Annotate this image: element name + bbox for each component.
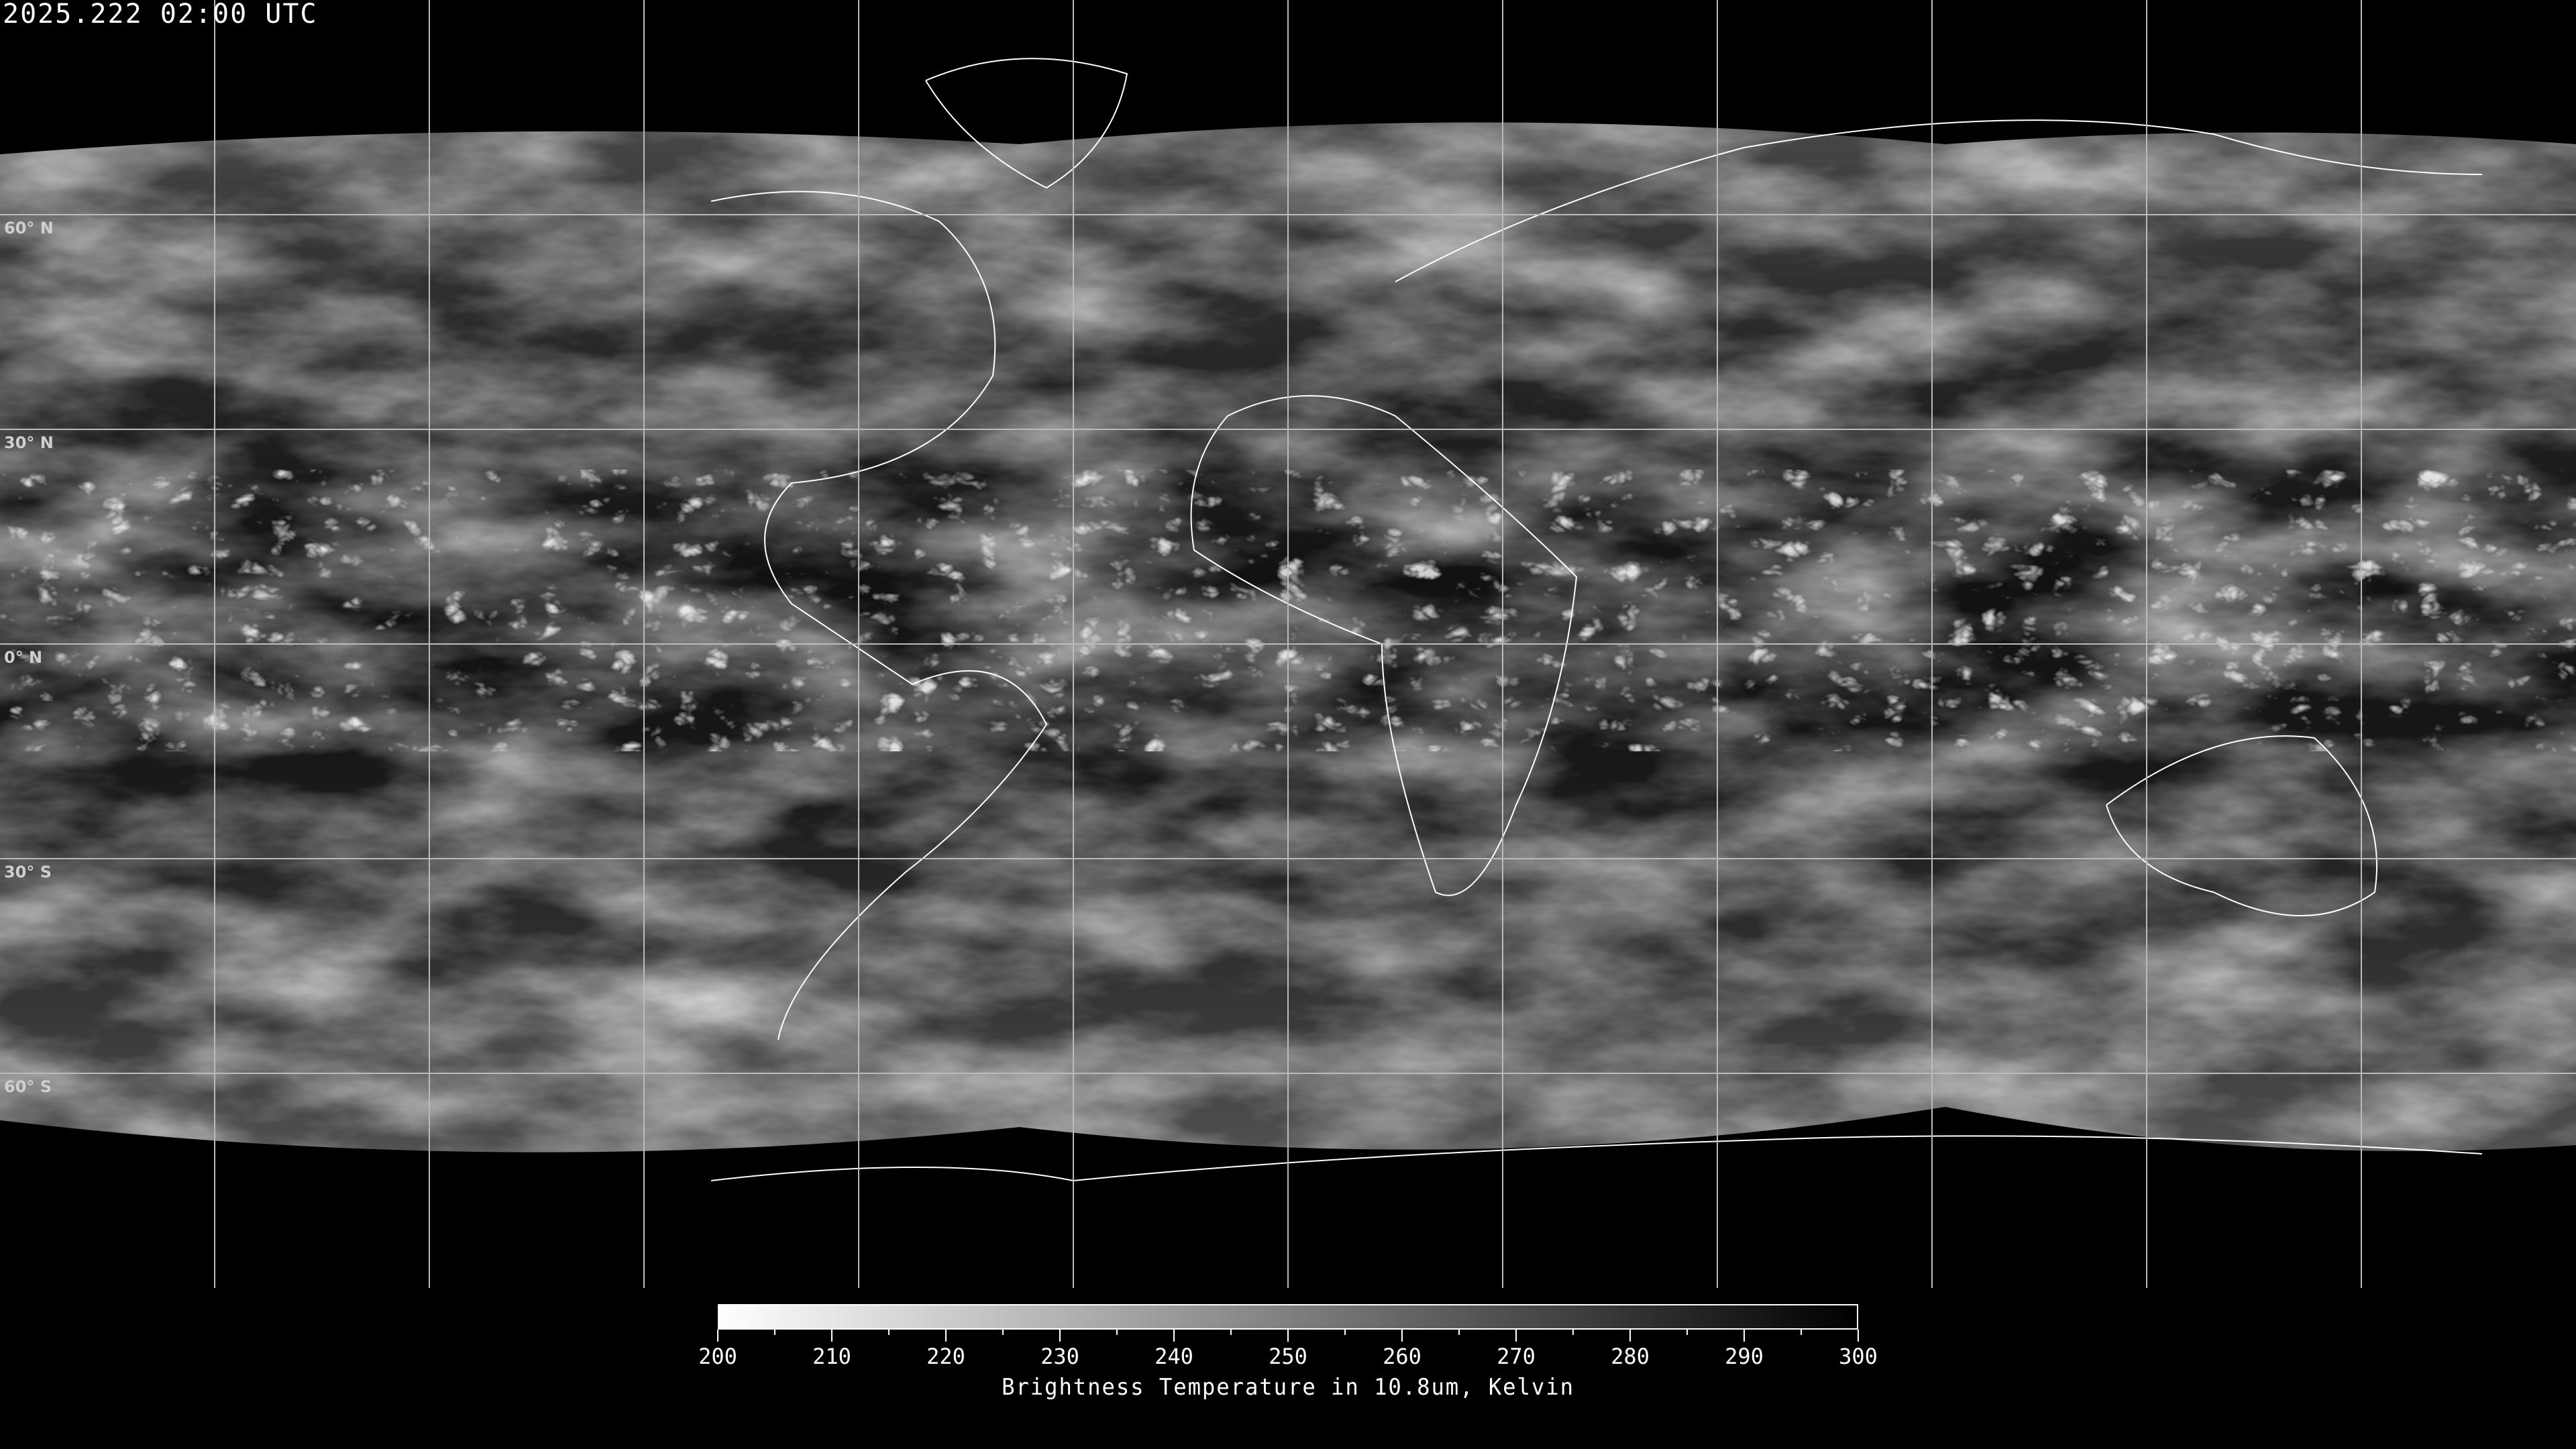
tick-label: 270 [1497, 1344, 1536, 1369]
tick-label: 300 [1839, 1344, 1878, 1369]
lat-label-0: 0° N [4, 648, 43, 667]
tick-label: 260 [1383, 1344, 1421, 1369]
colorbar-legend: 200 210 220 230 240 250 260 270 280 290 300 Bright… [0, 1288, 2576, 1449]
lat-label-30n: 30° N [4, 433, 54, 452]
tick-label: 200 [698, 1344, 737, 1369]
lat-label-60n: 60° N [4, 219, 54, 237]
tick-label: 230 [1040, 1344, 1079, 1369]
timestamp-title: 2025.222 02:00 UTC [3, 0, 318, 30]
colorbar-label: Brightness Temperature in 10.8um, Kelvin [1002, 1374, 1574, 1401]
tick-label: 280 [1611, 1344, 1650, 1369]
tick-label: 290 [1725, 1344, 1764, 1369]
lat-label-30s: 30° S [4, 863, 52, 881]
colorbar-ticks: 200 210 220 230 240 250 260 270 280 290 300 [698, 1330, 1878, 1369]
lat-label-60s: 60° S [4, 1077, 52, 1096]
tick-label: 250 [1269, 1344, 1307, 1369]
colorbar [718, 1304, 1858, 1330]
tick-label: 240 [1155, 1344, 1193, 1369]
lat-lon-grid [0, 0, 2576, 1288]
tick-label: 220 [926, 1344, 965, 1369]
satellite-map [0, 0, 2576, 1288]
coastlines [710, 58, 2483, 1182]
tick-label: 210 [812, 1344, 851, 1369]
